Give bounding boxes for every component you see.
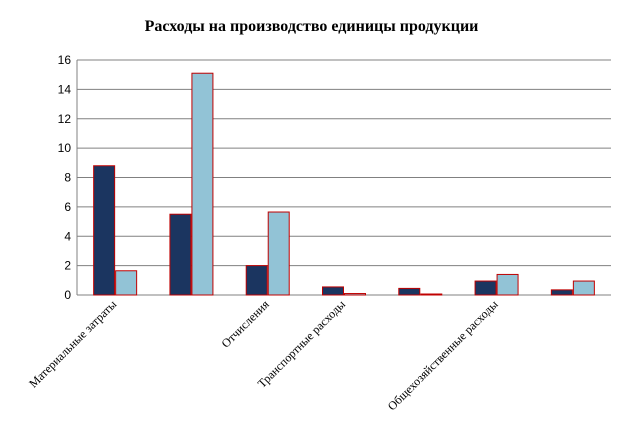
bar-series1-6 [550,289,573,296]
bar-series2-4 [420,293,443,296]
bar-series1-4 [398,287,421,296]
y-tick-label-7: 14 [58,82,72,96]
x-category-label-2: Отчисления [219,297,273,351]
bar-series2-2 [267,211,290,296]
bar-series1-1 [169,213,192,296]
bar-series1-5 [474,280,497,296]
bar-series2-0 [115,270,138,296]
bar-series1-0 [93,165,116,296]
bar-series2-1 [191,72,214,296]
y-tick-label-5: 10 [58,141,72,155]
x-category-label-0: Материальные затраты [26,297,119,390]
chart-title: Расходы на производство единицы продукци… [144,18,479,35]
x-category-label-3: Транспортные расходы [255,297,348,390]
y-tick-label-3: 6 [64,200,71,214]
y-tick-label-8: 16 [58,53,72,67]
bar-series2-5 [496,273,519,296]
x-category-label-5: Общехозяйственные расходы [385,297,501,413]
y-tick-label-0: 0 [64,288,71,302]
bar-series1-3 [322,286,344,296]
y-tick-label-2: 4 [64,229,71,243]
bar-series2-3 [344,293,366,296]
y-tick-label-6: 12 [58,112,72,126]
bar-series2-6 [572,280,595,296]
y-tick-label-1: 2 [64,259,71,273]
y-tick-label-4: 8 [64,171,71,185]
bar-series1-2 [245,265,268,296]
